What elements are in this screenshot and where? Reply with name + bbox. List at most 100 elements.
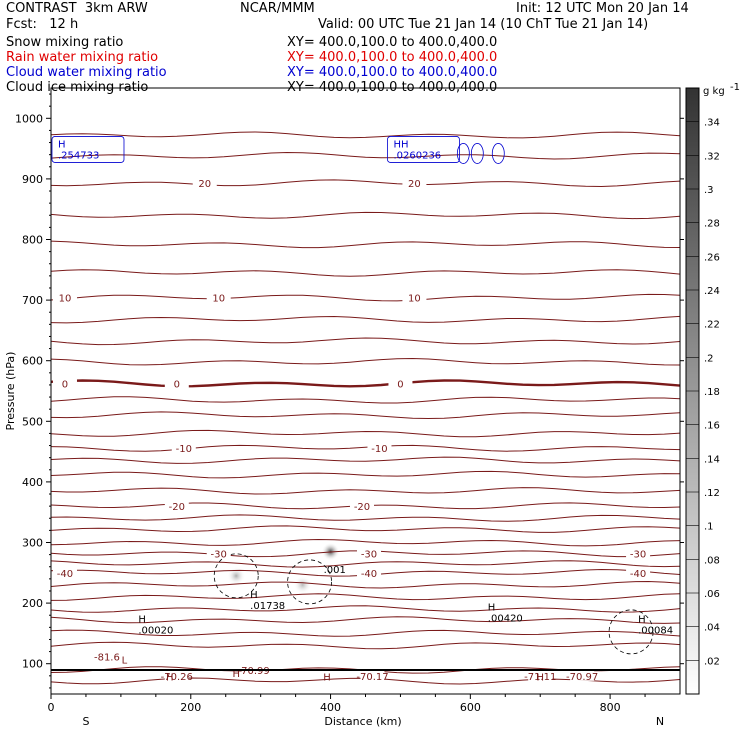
field-xy-snow: XY= 400.0,100.0 to 400.0,400.0 [287,35,498,50]
x-tick-label: 800 [600,701,621,714]
cloud-water-value: .254733 [58,150,99,161]
colorbar-unit-exponent: -1 [730,82,740,93]
temperature-contour [51,269,680,277]
temperature-contour [51,131,680,139]
temperature-contour-layer [51,131,680,685]
colorbar-tick-label: .32 [704,151,720,162]
contour-label-bg [164,377,189,389]
colorbar-tick-label: .34 [704,118,720,129]
field-name-rain: Rain water mixing ratio [6,50,159,65]
y-tick-label: 200 [22,597,43,610]
colorbar-tick-label: .3 [704,185,714,196]
field-name-cloud-water: Cloud water mixing ratio [6,65,167,80]
x-axis-label: Distance (km) [324,715,401,728]
ice-max-value: .00020 [138,625,173,636]
colorbar: .02 .04 .06 .08 .1 .12 .14 .16 .18 .2 .22 .24 .26 .28… [685,82,740,695]
y-tick-label: 300 [22,537,43,550]
contour-label: -30 [211,549,227,560]
cloud-water-marker: H [58,139,66,150]
colorbar-tick-label: .24 [704,286,720,297]
temperature-contour [51,593,680,601]
contour-label-bg [360,669,385,681]
contour-label-bg [52,566,77,578]
temperature-contour [51,240,680,249]
contour-label-bg [192,177,217,189]
colorbar-tick-label: .14 [704,454,720,465]
y-tick-label: 800 [22,234,43,247]
cloud-water-contour [470,143,484,164]
contour-extremum-marker: L [122,656,128,667]
cloud-water-contour [51,136,125,163]
temperature-contour [51,605,680,613]
contour-label: -10 [176,444,192,455]
temperature-contour [51,179,680,188]
contour-extremum-marker: H [232,669,240,680]
colorbar-tick-label: .08 [704,555,720,566]
init-label: Init: 12 UTC Mon 20 Jan 14 [516,1,689,16]
temperature-contour [51,151,680,160]
ice-max-value: .00420 [488,613,523,624]
temperature-contour [51,629,680,637]
temperature-contour [51,525,680,533]
temperature-contour [51,429,680,438]
temperature-contour [51,538,680,547]
y-tick-label: 100 [22,658,43,671]
contour-label: -10 [371,444,387,455]
contour-label-bg [94,650,119,662]
snow-plume [227,566,246,585]
temperature-contour [51,641,680,650]
contour-label: -40 [361,569,377,580]
contour-label-bg [171,441,196,453]
contour-extremum-marker: H [166,673,174,684]
contour-label-bg [528,669,553,681]
contour-label-bg [206,547,231,559]
plot-frame [50,87,681,695]
temperature-contour [51,337,680,346]
colorbar-tick-label: .16 [704,421,720,432]
contour-label: 20 [408,179,421,190]
x-tick-label: 0 [48,701,55,714]
contour-label-bg [52,291,77,303]
contour-label: -20 [169,502,185,513]
colorbar-tick-label: .04 [704,623,720,634]
contour-label: -30 [361,549,377,560]
contour-label-bg [570,669,595,681]
field-name-snow: Snow mixing ratio [6,35,124,50]
contour-label: -70.17 [356,672,388,683]
y-tick-label: 1000 [15,112,43,125]
contour-label-bg [402,291,427,303]
contour-label-bg [52,377,77,389]
y-tick-label: 400 [22,476,43,489]
y-axis-label: Pressure (hPa) [4,352,17,431]
colorbar-tick-label: .02 [704,656,720,667]
contour-label: -70.97 [566,672,598,683]
contour-label: 10 [212,294,225,305]
contour-label: 0 [397,380,403,391]
ice-contour [608,609,654,655]
snow-plume [293,575,312,594]
org-label: NCAR/MMM [240,1,315,16]
contour-label: 10 [408,294,421,305]
field-xy-cloud-water: XY= 400.0,100.0 to 400.0,400.0 [287,65,498,80]
cloud-water-marker: HH [393,139,408,150]
temperature-contour [51,379,680,388]
contour-label-bg [164,669,189,681]
contour-label: -71.11 [524,672,556,683]
model-label: CONTRAST 3km ARW [6,1,148,16]
temperature-contour [51,315,680,324]
temperature-contour [51,357,680,366]
colorbar-tick-label: .1 [704,522,714,533]
contour-label-bg [388,377,413,389]
ice-max-value: .001 [324,565,346,576]
temperature-contour [51,456,680,464]
contour-extremum-marker: H [536,673,544,684]
colorbar-tick-label: .12 [704,488,720,499]
colorbar-tick-label: .22 [704,320,720,331]
x-end-label-left: S [83,715,90,728]
ice-max-value: .00084 [638,625,673,636]
contour-label: 20 [198,179,211,190]
contour-label-bg [350,500,375,512]
contour-label-bg [626,547,651,559]
